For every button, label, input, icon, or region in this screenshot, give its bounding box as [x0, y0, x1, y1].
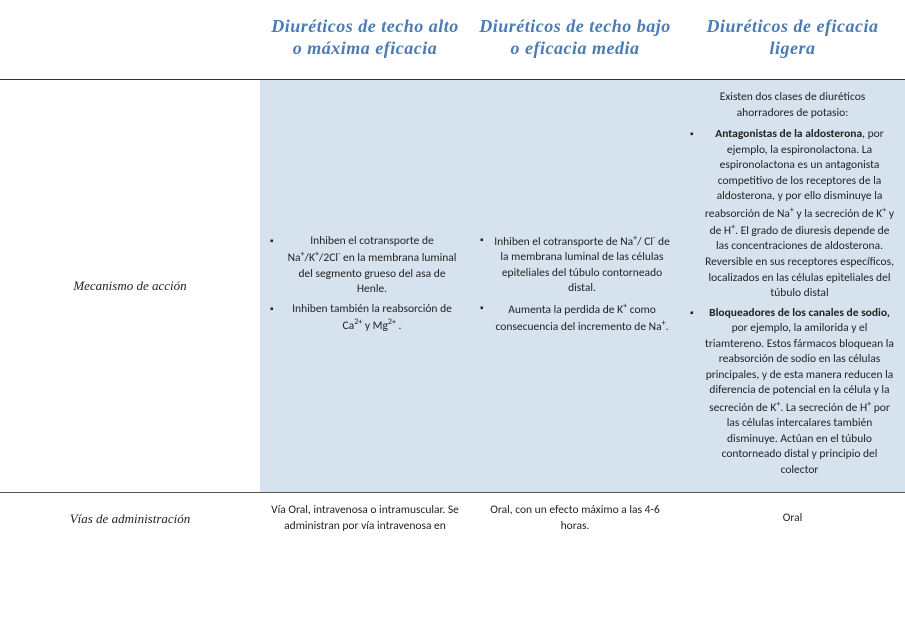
comparison-table: Diuréticos de techo alto o máxima eficac…: [0, 0, 905, 544]
cell-mecanismo-c2: Inhiben el cotransporte de Na+/ Cl- de l…: [470, 80, 680, 493]
cell-vias-c3: Oral: [680, 493, 905, 544]
cell-vias-c1: Vía Oral, intravenosa o intramuscular. S…: [260, 493, 470, 544]
c3-bullet1: Antagonistas de la aldosterona, por ejem…: [690, 127, 895, 301]
row-label-mecanismo: Mecanismo de acción: [0, 80, 260, 493]
c1-bullet1: Inhiben el cotransporte de Na+/K+/2Cl- e…: [270, 234, 460, 298]
c3-intro: Existen dos clases de diuréticos ahorrad…: [690, 90, 895, 121]
c1-bullet2: Inhiben también la reabsorción de Ca2+ y…: [270, 302, 460, 335]
header-col2: Diuréticos de techo bajo o eficacia medi…: [470, 0, 680, 80]
c2-bullet2: Aumenta la perdida de K+ como consecuenc…: [480, 301, 670, 336]
cell-mecanismo-c3: Existen dos clases de diuréticos ahorrad…: [680, 80, 905, 493]
cell-mecanismo-c1: Inhiben el cotransporte de Na+/K+/2Cl- e…: [260, 80, 470, 493]
row-label-vias: Vías de administración: [0, 493, 260, 544]
header-blank: [0, 0, 260, 80]
cell-vias-c2: Oral, con un efecto máximo a las 4-6 hor…: [470, 493, 680, 544]
c3-bullet2: Bloqueadores de los canales de sodio, po…: [690, 306, 895, 479]
header-col1: Diuréticos de techo alto o máxima eficac…: [260, 0, 470, 80]
header-col3: Diuréticos de eficacia ligera: [680, 0, 905, 80]
c2-bullet1: Inhiben el cotransporte de Na+/ Cl- de l…: [480, 233, 670, 297]
